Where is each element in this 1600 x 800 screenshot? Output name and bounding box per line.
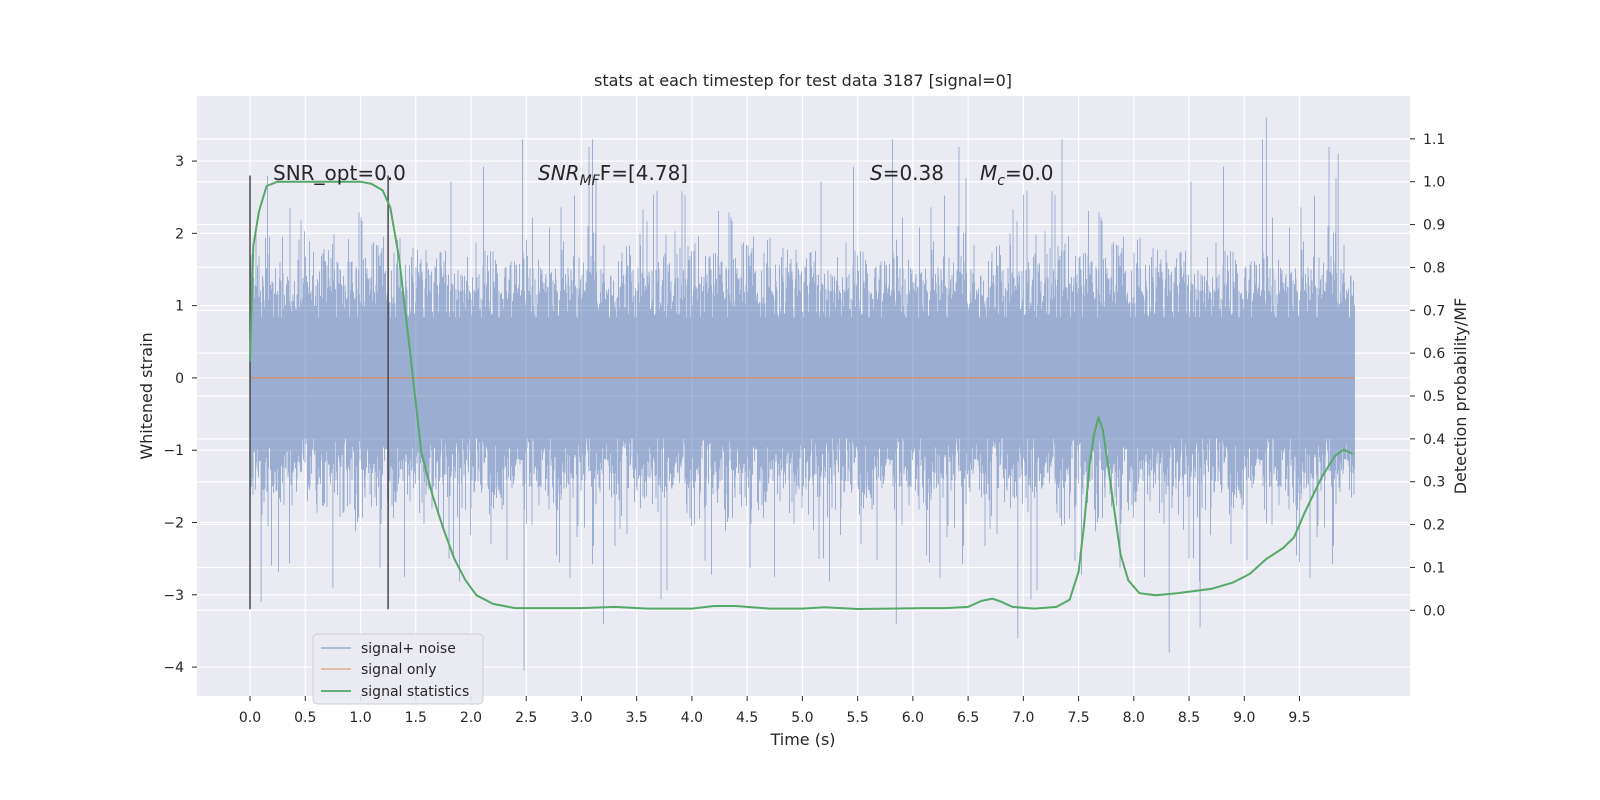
series-signal-statistics	[249, 180, 1354, 610]
y-tick-label: 2	[175, 226, 184, 242]
annotation-s-label: S	[870, 161, 883, 185]
x-tick-labels: 0.0 0.5 1.0 1.5 2.0 2.5 3.0 3.5 4.0 4.5 5.0 5.5 6.0 6…	[239, 696, 1311, 726]
y2-tick-label: 1.0	[1423, 175, 1445, 191]
annotation-s-value: =0.38	[883, 161, 944, 185]
y2-tick-label: 0.4	[1423, 432, 1445, 448]
x-tick-label: 0.5	[294, 710, 316, 726]
annotation-mc: Mc=0.0	[980, 161, 1054, 189]
x-tick-label: 8.5	[1178, 710, 1200, 726]
y-tick-label: 1	[175, 299, 184, 315]
legend-label-signal-only: signal only	[361, 662, 436, 678]
x-axis-label: Time (s)	[769, 730, 835, 749]
x-tick-label: 5.0	[791, 710, 813, 726]
annotation-s: S=0.38	[870, 161, 944, 185]
annotation-snr-mf-sub: MF	[580, 173, 601, 189]
y-tick-label: −3	[163, 588, 184, 604]
x-tick-label: 5.5	[846, 710, 868, 726]
x-tick-label: 8.0	[1123, 710, 1145, 726]
x-tick-label: 4.5	[736, 710, 758, 726]
legend-label-signal-noise: signal+ noise	[361, 641, 456, 657]
y2-tick-label: 0.1	[1423, 560, 1445, 576]
y2-tick-label: 0.0	[1423, 603, 1445, 619]
annotation-mc-value: =0.0	[1005, 161, 1054, 185]
y2-tick-label: 0.5	[1423, 389, 1445, 405]
annotation-mc-label: M	[980, 161, 997, 185]
legend: signal+ noise signal only signal statist…	[312, 633, 484, 705]
y-tick-label: 3	[175, 154, 184, 170]
y2-tick-label: 0.7	[1423, 303, 1445, 319]
y-tick-label: −4	[163, 660, 184, 676]
x-tick-label: 6.0	[902, 710, 924, 726]
annotation-snr-mf-label: SNR	[538, 161, 580, 185]
y2-axis-label: Detection probability/MF	[1451, 298, 1470, 495]
y2-tick-label: 0.3	[1423, 475, 1445, 491]
series-line-signal-statistics	[249, 180, 1354, 610]
x-tick-label: 1.5	[405, 710, 427, 726]
legend-label-signal-statistics: signal statistics	[361, 684, 469, 700]
chart-title: stats at each timestep for test data 318…	[594, 71, 1012, 90]
y-axis-label: Whitened strain	[137, 332, 156, 459]
y2-tick-label: 0.2	[1423, 518, 1445, 534]
y-tick-label: −1	[163, 443, 184, 459]
annotation-snr-mf-tail: F=[4.78]	[600, 161, 688, 185]
x-tick-label: 7.5	[1067, 710, 1089, 726]
x-tick-label: 2.0	[460, 710, 482, 726]
y2-tick-labels: 0.0 0.1 0.2 0.3 0.4 0.5 0.6 0.7 0.8 0.9 1.0 1.1	[1410, 132, 1445, 619]
y2-tick-label: 0.8	[1423, 260, 1445, 276]
x-tick-label: 0.0	[239, 710, 261, 726]
x-tick-label: 3.5	[626, 710, 648, 726]
annotation-snr-opt: SNR_opt=0.0	[273, 161, 406, 185]
y-tick-label: −2	[163, 516, 184, 532]
x-tick-label: 9.0	[1233, 710, 1255, 726]
x-tick-label: 4.0	[681, 710, 703, 726]
x-tick-label: 2.5	[515, 710, 537, 726]
annotation-snr-mf: SNRMFF=[4.78]	[538, 161, 688, 189]
x-tick-label: 1.0	[349, 710, 371, 726]
y2-tick-label: 1.1	[1423, 132, 1445, 148]
y2-tick-label: 0.9	[1423, 218, 1445, 234]
y-tick-label: 0	[175, 371, 184, 387]
x-tick-label: 6.5	[957, 710, 979, 726]
x-tick-label: 9.5	[1288, 710, 1310, 726]
vertical-markers	[249, 175, 389, 610]
x-tick-label: 7.0	[1012, 710, 1034, 726]
y-tick-labels: −4 −3 −2 −1 0 1 2 3	[163, 154, 197, 676]
y2-tick-label: 0.6	[1423, 346, 1445, 362]
x-tick-label: 3.0	[570, 710, 592, 726]
annotation-mc-sub: c	[997, 173, 1005, 189]
legend-box	[312, 633, 484, 705]
